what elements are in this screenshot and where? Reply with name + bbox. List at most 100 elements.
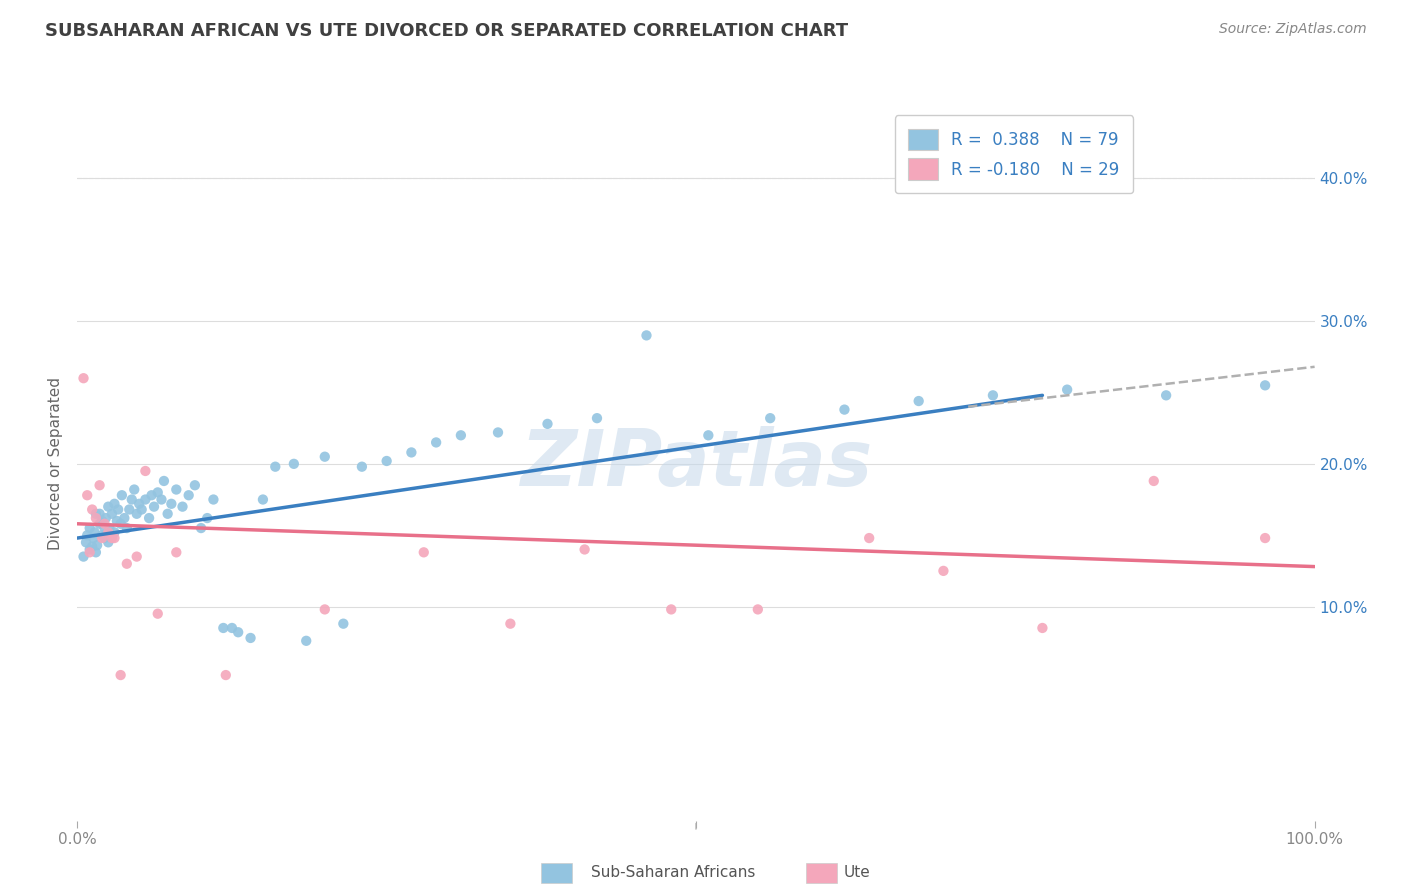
Point bbox=[91, 528, 114, 542]
Point bbox=[221, 621, 243, 635]
Y-axis label: Divorced or Separated: Divorced or Separated bbox=[48, 377, 63, 550]
Point bbox=[84, 545, 107, 559]
Point bbox=[1031, 621, 1053, 635]
Point bbox=[283, 457, 305, 471]
Point bbox=[97, 525, 120, 540]
Point bbox=[499, 616, 522, 631]
Point bbox=[128, 497, 150, 511]
Text: Source: ZipAtlas.com: Source: ZipAtlas.com bbox=[1219, 22, 1367, 37]
Point bbox=[146, 485, 169, 500]
Point bbox=[226, 625, 249, 640]
Point bbox=[91, 531, 114, 545]
Point bbox=[759, 411, 782, 425]
Point bbox=[425, 435, 447, 450]
Point bbox=[75, 535, 97, 549]
Point bbox=[1143, 474, 1166, 488]
Point bbox=[586, 411, 609, 425]
Point bbox=[172, 500, 194, 514]
Point bbox=[72, 549, 94, 564]
Point bbox=[131, 502, 153, 516]
Point bbox=[153, 474, 176, 488]
Point bbox=[93, 516, 115, 531]
Point bbox=[105, 514, 128, 528]
Point bbox=[83, 525, 105, 540]
Point bbox=[103, 525, 125, 540]
Point bbox=[125, 507, 148, 521]
Point bbox=[1154, 388, 1177, 402]
Point bbox=[115, 557, 138, 571]
Point bbox=[110, 668, 132, 682]
Point bbox=[239, 631, 262, 645]
Legend: R =  0.388    N = 79, R = -0.180    N = 29: R = 0.388 N = 79, R = -0.180 N = 29 bbox=[894, 115, 1133, 194]
Point bbox=[156, 507, 179, 521]
Point bbox=[858, 531, 880, 545]
Point bbox=[536, 417, 558, 431]
Point bbox=[138, 511, 160, 525]
Point bbox=[79, 545, 101, 559]
Point bbox=[1254, 378, 1277, 392]
Point bbox=[295, 633, 318, 648]
Point bbox=[94, 511, 117, 525]
Point bbox=[146, 607, 169, 621]
Point bbox=[91, 514, 114, 528]
Point bbox=[134, 464, 156, 478]
Point bbox=[1254, 531, 1277, 545]
Point bbox=[375, 454, 398, 468]
Point bbox=[907, 394, 929, 409]
Point bbox=[202, 492, 225, 507]
Point bbox=[103, 531, 125, 545]
Point bbox=[110, 516, 132, 531]
Point bbox=[121, 492, 143, 507]
Point bbox=[141, 488, 163, 502]
Point bbox=[82, 531, 104, 545]
Point bbox=[165, 545, 187, 559]
Point bbox=[143, 500, 166, 514]
Point bbox=[747, 602, 769, 616]
Point bbox=[574, 542, 596, 557]
Point bbox=[160, 497, 183, 511]
Text: ZIPatlas: ZIPatlas bbox=[520, 425, 872, 502]
Point bbox=[659, 602, 682, 616]
Point bbox=[195, 511, 218, 525]
Point bbox=[165, 483, 187, 497]
Point bbox=[84, 507, 107, 521]
Point bbox=[97, 535, 120, 549]
Point bbox=[89, 478, 111, 492]
Point bbox=[82, 502, 104, 516]
Point bbox=[450, 428, 472, 442]
Point bbox=[82, 540, 104, 554]
Text: SUBSAHARAN AFRICAN VS UTE DIVORCED OR SEPARATED CORRELATION CHART: SUBSAHARAN AFRICAN VS UTE DIVORCED OR SE… bbox=[45, 22, 848, 40]
Point bbox=[89, 516, 111, 531]
Point bbox=[79, 521, 101, 535]
Point bbox=[134, 492, 156, 507]
Point bbox=[215, 668, 238, 682]
Point bbox=[486, 425, 509, 440]
Point bbox=[125, 549, 148, 564]
Point bbox=[636, 328, 658, 343]
Point bbox=[86, 538, 108, 552]
Point bbox=[264, 459, 287, 474]
Point bbox=[118, 502, 141, 516]
Point bbox=[79, 542, 101, 557]
Point bbox=[834, 402, 856, 417]
Point bbox=[72, 371, 94, 385]
Point bbox=[122, 483, 145, 497]
Point bbox=[184, 478, 207, 492]
Point bbox=[932, 564, 955, 578]
Text: Sub-Saharan Africans: Sub-Saharan Africans bbox=[591, 865, 755, 880]
Point bbox=[314, 602, 336, 616]
Point bbox=[1056, 383, 1078, 397]
Point bbox=[697, 428, 720, 442]
Point bbox=[177, 488, 200, 502]
Point bbox=[314, 450, 336, 464]
Point bbox=[111, 488, 134, 502]
Point bbox=[93, 531, 115, 545]
Point bbox=[103, 497, 125, 511]
Point bbox=[252, 492, 274, 507]
Point bbox=[101, 507, 124, 521]
Point bbox=[332, 616, 354, 631]
Point bbox=[93, 521, 115, 535]
Point bbox=[190, 521, 212, 535]
Point bbox=[101, 531, 124, 545]
Point bbox=[350, 459, 373, 474]
